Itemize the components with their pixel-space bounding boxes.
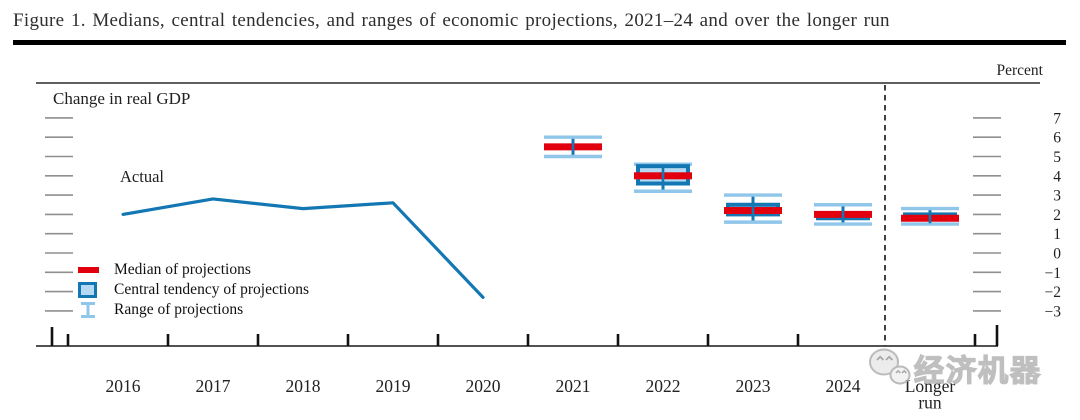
actual-gdp-line bbox=[121, 197, 485, 299]
y-axis-tick-label: 6 bbox=[1053, 130, 1061, 147]
y-axis-tick-label: 5 bbox=[1053, 149, 1061, 166]
x-axis-year-label: 2021 bbox=[556, 376, 591, 396]
y-axis-tick-label: −1 bbox=[1045, 265, 1062, 282]
actual-series-label: Actual bbox=[120, 167, 164, 186]
longer-run-label: run bbox=[918, 393, 942, 413]
y-axis-tick-label: 1 bbox=[1053, 226, 1061, 243]
chart-legend: Median of projections Central tendency o… bbox=[78, 260, 309, 320]
range-swatch-icon bbox=[78, 301, 102, 319]
central-tendency-swatch-icon bbox=[78, 281, 102, 298]
y-axis-tick-label: 2 bbox=[1053, 207, 1061, 224]
x-axis-year-label: 2022 bbox=[646, 376, 681, 396]
legend-label-central-tendency: Central tendency of projections bbox=[114, 280, 309, 298]
x-axis-year-label: 2020 bbox=[466, 376, 501, 396]
y-axis-tick-label: 0 bbox=[1053, 246, 1061, 263]
x-axis-year-label: 2018 bbox=[286, 376, 321, 396]
wechat-icon bbox=[869, 348, 911, 385]
watermark: 经济机器 bbox=[868, 346, 1042, 390]
watermark-text: 经济机器 bbox=[913, 353, 1042, 389]
projection-marker-2023 bbox=[724, 193, 782, 224]
legend-row-range: Range of projections bbox=[78, 300, 309, 319]
x-axis-year-label: 2023 bbox=[736, 376, 771, 396]
x-axis-year-label: 2019 bbox=[376, 376, 411, 396]
title-rule bbox=[13, 40, 1066, 45]
projection-marker-2021 bbox=[544, 135, 602, 159]
legend-label-range: Range of projections bbox=[114, 300, 244, 318]
y-axis-tick-label: 3 bbox=[1053, 188, 1061, 205]
projection-marker-2022 bbox=[634, 162, 692, 193]
x-axis-year-label: 2017 bbox=[196, 376, 231, 396]
x-axis-year-label: 2024 bbox=[826, 376, 861, 396]
figure-title: Figure 1. Medians, central tendencies, a… bbox=[13, 10, 890, 31]
panel-label: Change in real GDP bbox=[53, 89, 191, 108]
x-axis-year-label: 2016 bbox=[106, 376, 141, 396]
legend-row-central-tendency: Central tendency of projections bbox=[78, 280, 309, 299]
legend-row-median: Median of projections bbox=[78, 260, 309, 279]
projection-marker-2024 bbox=[814, 203, 872, 226]
y-axis-tick-label: 4 bbox=[1053, 168, 1061, 185]
y-axis-tick-label: −3 bbox=[1045, 303, 1062, 320]
unit-label: Percent bbox=[996, 62, 1043, 79]
y-axis-tick-label: 7 bbox=[1053, 110, 1061, 127]
median-swatch-icon bbox=[78, 266, 102, 273]
longer-run-label: Longer bbox=[905, 376, 956, 396]
y-axis-tick-label: −2 bbox=[1045, 284, 1062, 301]
legend-label-median: Median of projections bbox=[114, 260, 251, 278]
projection-marker-longer-run bbox=[901, 206, 959, 226]
